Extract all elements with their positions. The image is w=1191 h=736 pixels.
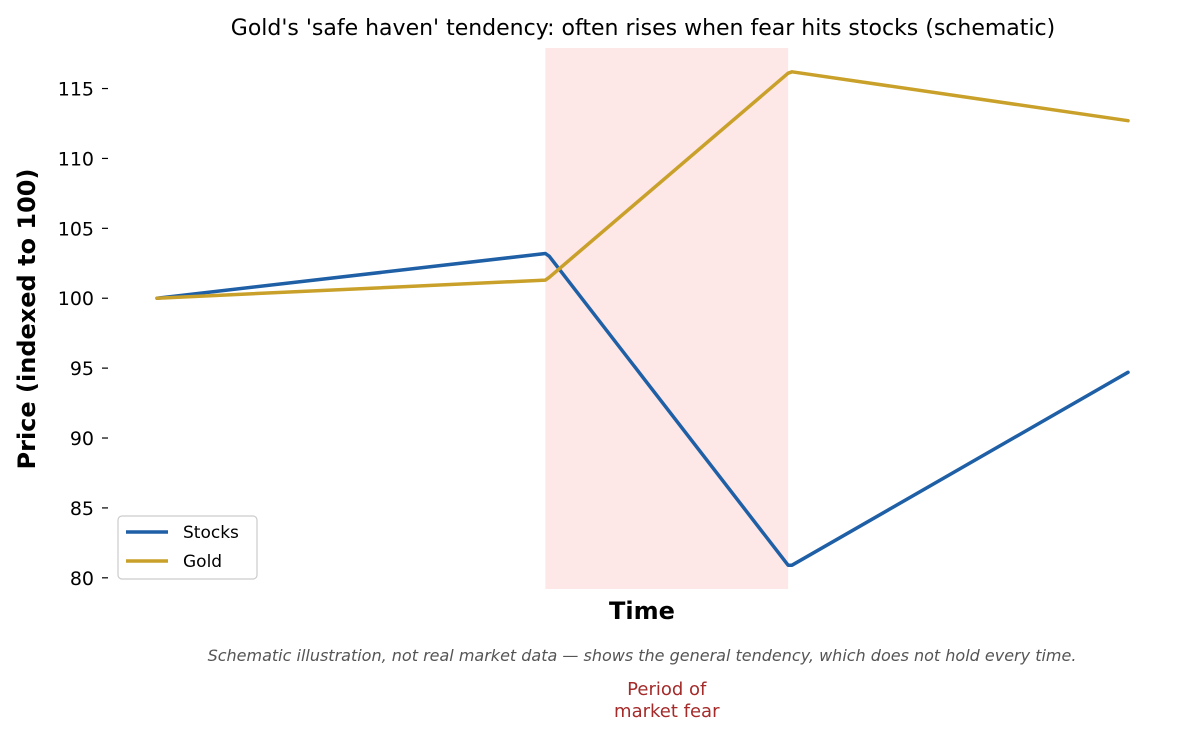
chart-title: Gold's 'safe haven' tendency: often rise… (231, 16, 1055, 41)
legend: Stocks Gold (117, 515, 258, 580)
legend-label-gold: Gold (183, 552, 222, 572)
y-axis-label: Price (indexed to 100) (13, 169, 41, 470)
shaded-region-label-line: market fear (614, 701, 720, 722)
y-tick-label: 90 (70, 428, 94, 450)
shaded-region-label: Period of market fear (614, 679, 720, 722)
y-tick-label: 100 (58, 288, 94, 310)
legend-label-stocks: Stocks (183, 523, 239, 543)
y-tick-label: 95 (70, 358, 94, 380)
x-axis-label: Time (609, 597, 675, 625)
y-tick-label: 115 (58, 79, 94, 101)
fear-period-region (545, 48, 789, 589)
y-tick-label: 105 (58, 218, 94, 240)
series-line-stocks (155, 251, 1130, 567)
y-tick-label: 110 (58, 148, 94, 170)
shaded-region-label-line: Period of (627, 679, 707, 700)
chart-caption: Schematic illustration, not real market … (208, 646, 1077, 665)
y-tick-label: 85 (70, 498, 94, 520)
series-line-gold (155, 70, 1130, 300)
y-tick-label: 80 (70, 568, 94, 590)
